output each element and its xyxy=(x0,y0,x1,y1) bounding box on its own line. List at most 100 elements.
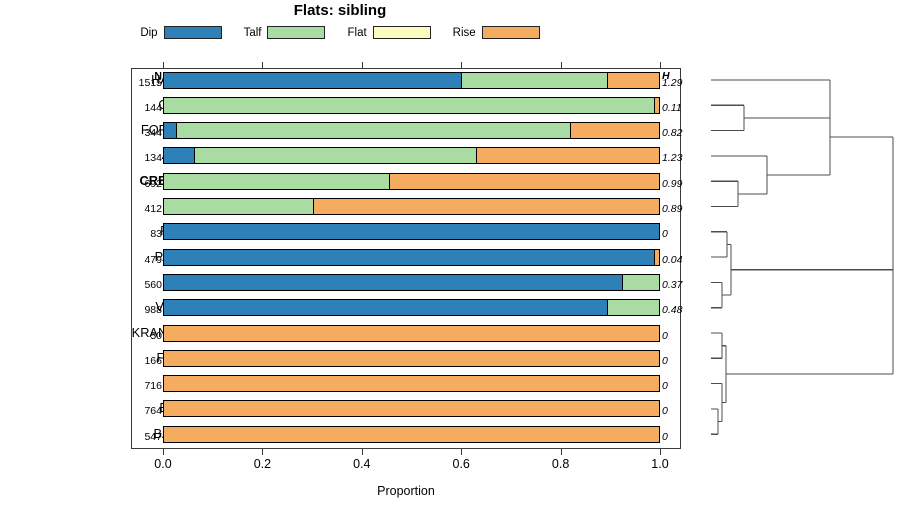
bar-segment-rise xyxy=(654,249,659,265)
bar-segment-dip xyxy=(164,249,655,265)
stacked-bar xyxy=(163,223,660,241)
bar-segment-talf xyxy=(164,173,390,189)
row-h-value: 0 xyxy=(662,405,668,418)
row-h-value: 1.23 xyxy=(662,152,683,165)
row-n-value: 560 xyxy=(144,278,162,291)
stacked-bar xyxy=(163,273,660,291)
bar-segment-rise xyxy=(164,401,659,417)
legend-swatch-talf xyxy=(267,26,326,39)
table-row: FORMAN1660 xyxy=(0,349,900,374)
row-n-value: 1515 xyxy=(138,76,162,89)
x-tick-label: 0.2 xyxy=(253,457,272,471)
stacked-bar xyxy=(163,96,660,114)
x-tick-mark xyxy=(361,449,363,455)
bar-segment-talf xyxy=(607,300,659,316)
table-row: VALLERS9880.48 xyxy=(0,298,900,323)
x-tick-label: 0.0 xyxy=(154,457,172,471)
row-n-value: 988 xyxy=(144,304,162,317)
legend-swatch-flat xyxy=(372,26,431,39)
bar-segment-talf xyxy=(621,274,659,290)
row-n-value: 344 xyxy=(144,127,162,140)
bar-segment-rise xyxy=(164,325,659,341)
bar-segment-dip xyxy=(164,274,622,290)
stacked-bar xyxy=(163,400,660,418)
bar-segment-dip xyxy=(164,148,194,164)
row-h-value: 0.04 xyxy=(662,253,683,266)
x-tick-mark xyxy=(560,449,562,455)
row-h-value: 0.82 xyxy=(662,127,683,140)
row-n-value: 144 xyxy=(144,101,162,114)
row-h-value: 0.99 xyxy=(662,177,683,190)
legend-swatch-dip xyxy=(163,26,222,39)
table-row: TONKA5600.37 xyxy=(0,273,900,298)
dendrogram xyxy=(690,62,900,454)
stacked-bar xyxy=(163,198,660,215)
x-tick-mark-top xyxy=(163,62,164,68)
stacked-bar xyxy=(163,248,660,266)
row-n-value: 547 xyxy=(144,430,162,443)
stacked-bar xyxy=(163,172,660,190)
stacked-bar xyxy=(163,71,660,89)
x-tick-mark-top xyxy=(560,62,562,68)
x-tick-mark-top xyxy=(660,62,661,68)
x-tick-label: 0.6 xyxy=(452,457,470,471)
row-n-value: 692 xyxy=(144,177,162,190)
stacked-bar xyxy=(163,349,660,367)
stacked-bar xyxy=(163,299,660,317)
table-row: CAVOUR1440.11 xyxy=(0,96,900,121)
stacked-bar xyxy=(163,122,660,140)
bar-segment-talf xyxy=(164,199,313,214)
legend-label-dip: Dip xyxy=(140,26,158,39)
row-h-value: 0 xyxy=(662,354,668,367)
x-axis-title: Proportion xyxy=(377,484,435,498)
row-n-value: 479 xyxy=(144,253,162,266)
x-tick-mark xyxy=(163,449,164,455)
page-title: Flats: sibling xyxy=(293,2,387,19)
table-row: HAMERLY15151.29 xyxy=(0,71,900,96)
table-row: SVEA4120.89 xyxy=(0,197,900,222)
table-row: AASTAD1341.23 xyxy=(0,146,900,171)
row-n-value: 412 xyxy=(144,203,162,215)
table-row: KRANZBURG500 xyxy=(0,324,900,349)
dendrogram-tree xyxy=(711,79,894,435)
bar-segment-rise xyxy=(312,199,659,214)
legend-label-flat: Flat xyxy=(347,26,367,39)
row-n-value: 83 xyxy=(150,228,162,241)
bar-segment-rise xyxy=(164,376,659,392)
bar-segment-dip xyxy=(164,72,461,88)
row-n-value: 134 xyxy=(144,152,162,165)
x-tick-label: 0.8 xyxy=(551,457,570,471)
legend: Dip Talf Flat Rise xyxy=(0,26,680,39)
row-h-value: 1.29 xyxy=(662,76,683,89)
dendrogram-links xyxy=(711,79,894,435)
row-n-value: 50 xyxy=(150,329,162,342)
bar-segment-rise xyxy=(475,148,659,164)
x-tick-mark xyxy=(461,449,463,455)
row-h-value: 0 xyxy=(662,380,668,393)
bar-segment-rise xyxy=(164,350,659,366)
column-header-h: H xyxy=(662,70,670,82)
row-h-value: 0 xyxy=(662,430,668,443)
bar-segment-rise xyxy=(607,72,659,88)
bar-segment-talf xyxy=(176,123,570,139)
table-row: BUSE7160 xyxy=(0,374,900,399)
row-h-value: 0.37 xyxy=(662,278,683,291)
legend-item-talf: Talf xyxy=(244,26,326,39)
table-row: BARNES7640 xyxy=(0,399,900,424)
x-tick-mark xyxy=(262,449,264,455)
row-n-value: 716 xyxy=(144,380,162,393)
bar-segment-talf xyxy=(193,148,476,164)
row-h-value: 0 xyxy=(662,329,668,342)
table-row: CRESBARD6920.99 xyxy=(0,172,900,197)
legend-item-dip: Dip xyxy=(140,26,222,39)
bar-segment-dip xyxy=(164,123,177,139)
bar-segment-rise xyxy=(164,426,659,442)
bar-segment-rise xyxy=(569,123,659,139)
bar-segment-dip xyxy=(164,300,608,316)
bar-segment-talf xyxy=(461,72,608,88)
legend-item-flat: Flat xyxy=(347,26,431,39)
stacked-bar xyxy=(163,375,660,393)
legend-label-rise: Rise xyxy=(452,26,476,39)
bar-segment-dip xyxy=(164,224,659,240)
